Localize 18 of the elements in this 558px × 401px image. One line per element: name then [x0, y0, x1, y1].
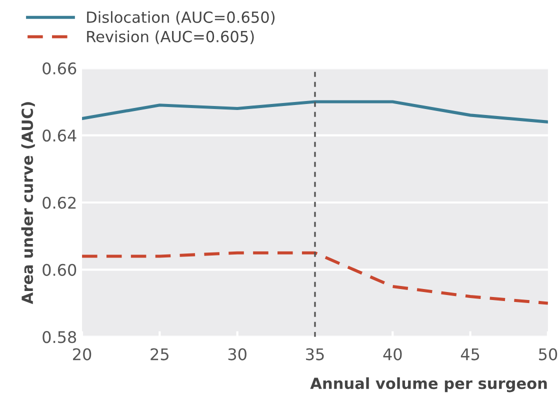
y-tick-label: 0.58 [42, 331, 76, 344]
line-series [82, 100, 548, 124]
x-tick-label: 25 [150, 348, 168, 360]
x-axis-title: Annual volume per surgeon [310, 377, 547, 392]
y-tick-label: 0.60 [42, 264, 76, 276]
x-tick-label: 20 [73, 348, 92, 360]
line-series [82, 251, 548, 305]
x-tick-label: 35 [306, 348, 324, 360]
x-tick-label: 30 [228, 348, 246, 360]
y-tick-label: 0.64 [42, 130, 76, 142]
y-tick-label: 0.62 [42, 196, 76, 209]
y-axis-title: Area under curve (AUC) [21, 102, 35, 304]
x-tick-label: 40 [383, 348, 402, 360]
legend-label: Dislocation (AUC=0.650) [87, 11, 275, 25]
y-tick-label: 0.66 [42, 62, 76, 74]
legend-label: Revision (AUC=0.605) [87, 30, 254, 44]
x-tick-label: 50 [539, 348, 558, 360]
x-tick-label: 45 [460, 348, 480, 360]
